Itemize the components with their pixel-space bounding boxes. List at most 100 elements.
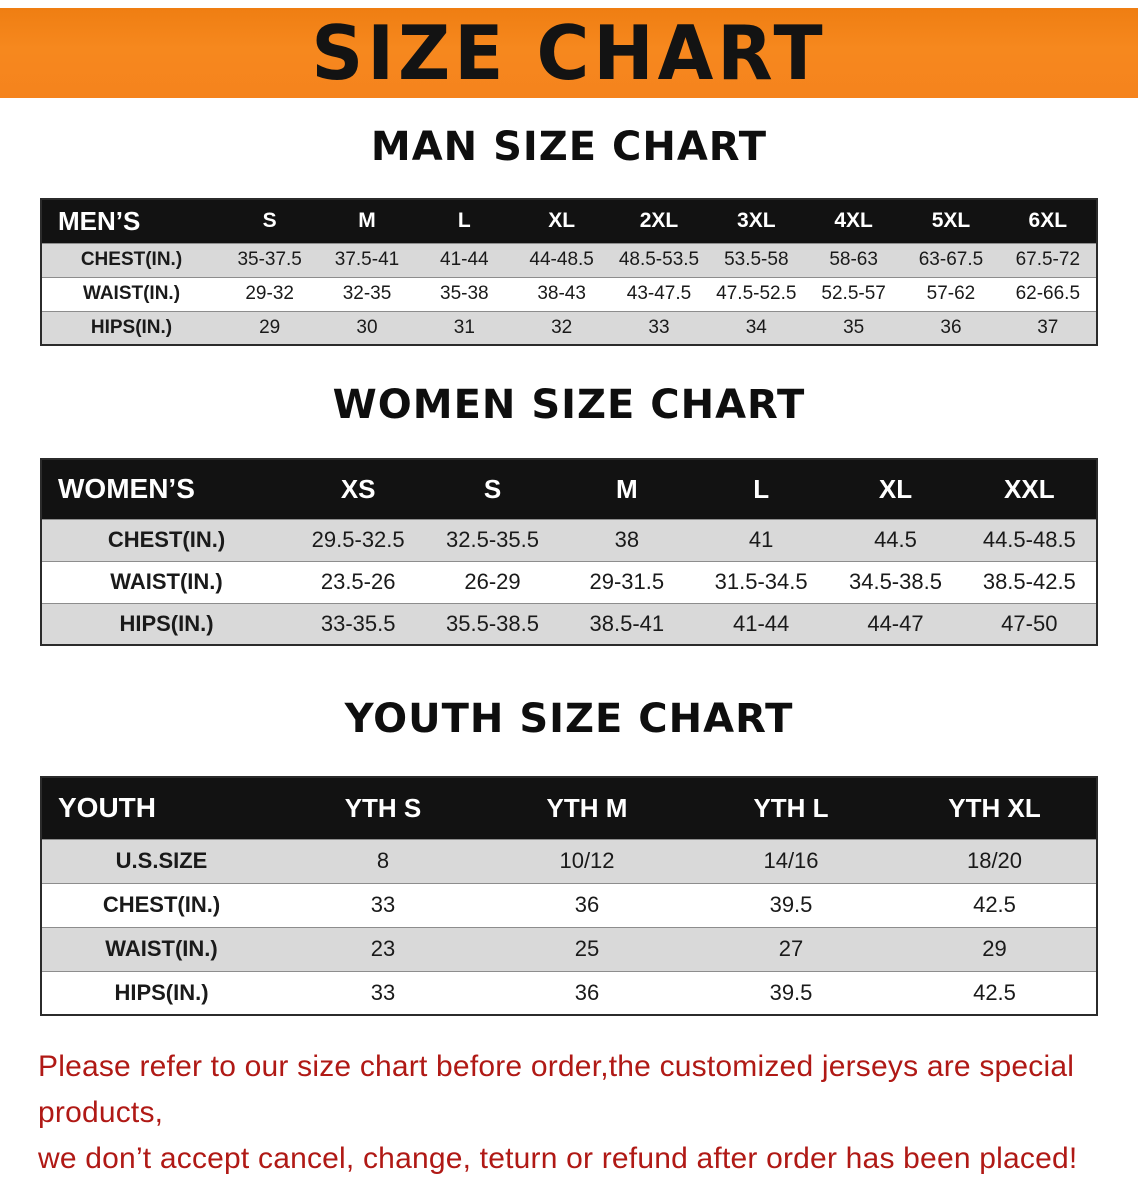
value-cell: 48.5-53.5 — [610, 242, 708, 277]
value-cell: 57-62 — [902, 276, 1000, 311]
value-cell: 23 — [281, 926, 485, 971]
table-row: WAIST(IN.) 23 25 27 29 — [41, 926, 1097, 971]
row-label-cell: CHEST(IN.) — [41, 242, 221, 277]
size-header-cell: 4XL — [834, 209, 873, 233]
value-cell: 62-66.5 — [999, 276, 1097, 311]
size-header-cell: XXL — [1004, 473, 1055, 504]
size-header-cell: M — [615, 473, 638, 504]
row-label-cell: WAIST(IN.) — [41, 276, 221, 311]
value-cell: 38.5-42.5 — [962, 560, 1097, 603]
table-header-row: MEN’S S M L XL 2XL 3XL 4XL 5XL 6XL — [41, 199, 1097, 243]
value-cell: 8 — [281, 838, 485, 883]
men-size-table: MEN’S S M L XL 2XL 3XL 4XL 5XL 6XL CHEST(IN.) 35-37… — [40, 198, 1098, 346]
value-cell: 41-44 — [693, 602, 829, 645]
size-chart-page: SIZE CHART MAN SIZE CHART MEN’S S M L XL 2XL 3… — [0, 8, 1138, 1175]
value-cell: 29 — [893, 926, 1097, 971]
value-cell: 31 — [415, 310, 513, 345]
value-cell: 37 — [999, 310, 1097, 345]
value-cell: 26-29 — [425, 560, 560, 603]
value-cell: 41 — [693, 518, 829, 561]
value-cell: 29-31.5 — [559, 560, 694, 603]
size-header-cell: YTH S — [344, 792, 422, 823]
row-label-cell: WAIST(IN.) — [41, 560, 291, 603]
youth-size-section: YOUTH SIZE CHART YOUTH YTH S YTH M YTH L YTH… — [0, 694, 1138, 1016]
size-header-cell: 5XL — [931, 209, 971, 233]
women-size-section: WOMEN SIZE CHART WOMEN’S XS S M L XL XXL CHEST(… — [0, 380, 1138, 646]
value-cell: 53.5-58 — [707, 242, 805, 277]
size-header-cell: L — [457, 209, 471, 233]
size-header-cell: L — [753, 473, 770, 504]
value-cell: 47.5-52.5 — [707, 276, 805, 311]
value-cell: 33-35.5 — [291, 602, 426, 645]
value-cell: 35.5-38.5 — [425, 602, 560, 645]
value-cell: 33 — [281, 882, 485, 927]
women-section-heading: WOMEN SIZE CHART — [332, 382, 806, 428]
table-header-row: WOMEN’S XS S M L XL XXL — [41, 459, 1097, 519]
value-cell: 42.5 — [893, 970, 1097, 1015]
value-cell: 44.5-48.5 — [962, 518, 1097, 561]
table-header-row: YOUTH YTH S YTH M YTH L YTH XL — [41, 777, 1097, 839]
value-cell: 42.5 — [893, 882, 1097, 927]
value-cell: 25 — [485, 926, 689, 971]
men-section-heading: MAN SIZE CHART — [370, 124, 768, 170]
value-cell: 10/12 — [485, 838, 689, 883]
value-cell: 29 — [221, 310, 319, 345]
value-cell: 52.5-57 — [804, 276, 903, 311]
value-cell: 47-50 — [962, 602, 1097, 645]
value-cell: 44-48.5 — [512, 242, 611, 277]
value-cell: 38 — [559, 518, 694, 561]
size-header-cell: M — [358, 209, 376, 233]
value-cell: 41-44 — [415, 242, 513, 277]
value-cell: 32 — [512, 310, 611, 345]
table-row: WAIST(IN.) 23.5-26 26-29 29-31.5 31.5-34.5 34… — [41, 560, 1097, 603]
value-cell: 39.5 — [689, 882, 893, 927]
value-cell: 31.5-34.5 — [693, 560, 829, 603]
table-title-cell: MEN’S — [58, 205, 141, 236]
value-cell: 36 — [485, 970, 689, 1015]
value-cell: 32.5-35.5 — [425, 518, 560, 561]
value-cell: 29-32 — [221, 276, 319, 311]
value-cell: 30 — [318, 310, 416, 345]
value-cell: 32-35 — [318, 276, 416, 311]
notice-line-2: we don’t accept cancel, change, teturn o… — [38, 1142, 1078, 1175]
value-cell: 37.5-41 — [318, 242, 416, 277]
table-row: CHEST(IN.) 35-37.5 37.5-41 41-44 44-48.5 48.5… — [41, 242, 1097, 277]
table-title-cell: YOUTH — [58, 792, 156, 824]
value-cell: 34 — [707, 310, 805, 345]
table-row: HIPS(IN.) 33 36 39.5 42.5 — [41, 970, 1097, 1015]
value-cell: 35 — [804, 310, 903, 345]
size-header-cell: 3XL — [737, 209, 776, 233]
table-row: WAIST(IN.) 29-32 32-35 35-38 38-43 43-47.5 47.… — [41, 276, 1097, 311]
value-cell: 34.5-38.5 — [828, 560, 963, 603]
table-row: CHEST(IN.) 33 36 39.5 42.5 — [41, 882, 1097, 927]
size-chart-title: SIZE CHART — [311, 9, 827, 97]
row-label-cell: HIPS(IN.) — [41, 970, 281, 1015]
value-cell: 36 — [902, 310, 1000, 345]
row-label-cell: U.S.SIZE — [41, 838, 281, 883]
value-cell: 67.5-72 — [999, 242, 1097, 277]
row-label-cell: CHEST(IN.) — [41, 518, 291, 561]
size-header-cell: YTH XL — [948, 792, 1041, 823]
value-cell: 43-47.5 — [610, 276, 708, 311]
size-header-cell: YTH L — [753, 792, 829, 823]
table-row: U.S.SIZE 8 10/12 14/16 18/20 — [41, 838, 1097, 883]
youth-section-heading: YOUTH SIZE CHART — [344, 696, 794, 742]
value-cell: 38.5-41 — [559, 602, 694, 645]
value-cell: 14/16 — [689, 838, 893, 883]
value-cell: 23.5-26 — [291, 560, 426, 603]
value-cell: 36 — [485, 882, 689, 927]
row-label-cell: CHEST(IN.) — [41, 882, 281, 927]
value-cell: 44.5 — [828, 518, 963, 561]
size-header-cell: XL — [548, 209, 576, 233]
table-row: CHEST(IN.) 29.5-32.5 32.5-35.5 38 41 44.5 44.5… — [41, 518, 1097, 561]
notice-line-1: Please refer to our size chart before or… — [38, 1050, 1075, 1129]
table-title-cell: WOMEN’S — [58, 473, 195, 505]
table-row: HIPS(IN.) 29 30 31 32 33 34 35 36 37 — [41, 310, 1097, 345]
row-label-cell: HIPS(IN.) — [41, 310, 221, 345]
size-chart-banner: SIZE CHART — [0, 8, 1138, 98]
value-cell: 63-67.5 — [902, 242, 1000, 277]
value-cell: 27 — [689, 926, 893, 971]
women-size-table: WOMEN’S XS S M L XL XXL CHEST(IN.) 29.5-32.5 32.5… — [40, 458, 1098, 646]
order-notice: Please refer to our size chart before or… — [38, 1044, 1100, 1182]
youth-size-table: YOUTH YTH S YTH M YTH L YTH XL U.S.SIZE 8 10/12… — [40, 776, 1098, 1016]
